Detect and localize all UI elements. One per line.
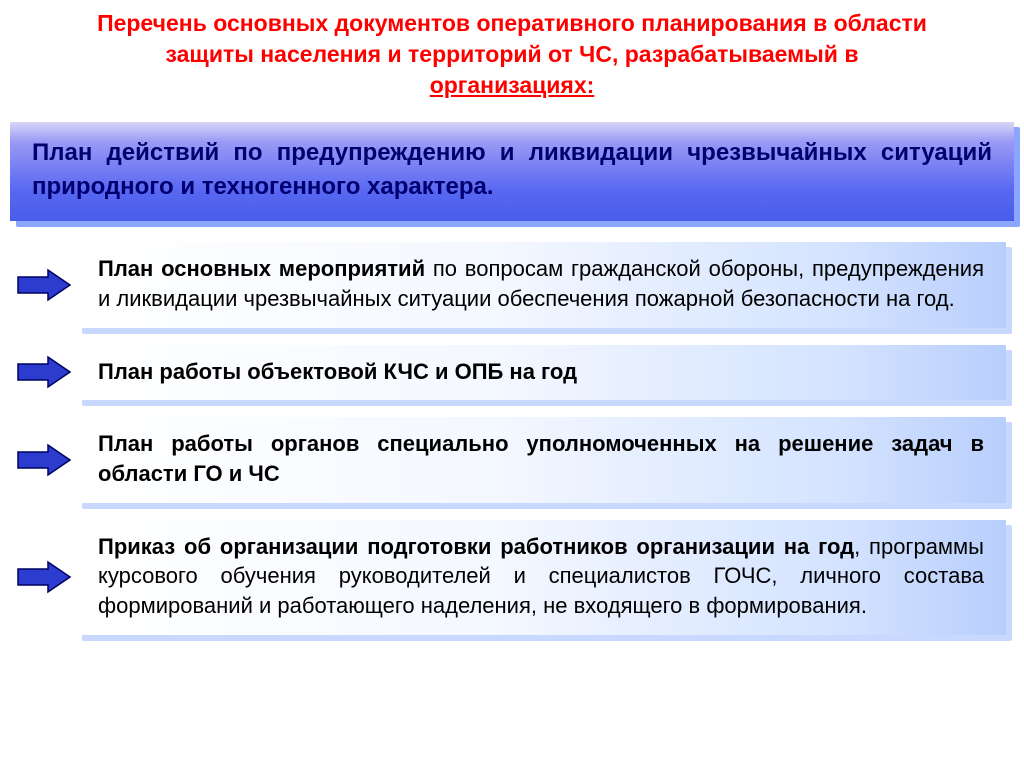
intro-block: План действий по предупреждению и ликвид…: [10, 121, 1014, 221]
arrow-icon: [12, 555, 76, 599]
card: Приказ об организации подготовки работни…: [76, 519, 1006, 635]
card-wrap: План работы органов специально уполномоч…: [76, 416, 1006, 502]
title-line-3: организациях:: [430, 72, 595, 98]
card-wrap: План работы объектовой КЧС и ОПБ на год: [76, 344, 1006, 401]
arrow-icon: [12, 263, 76, 307]
card-list: План основных мероприятий по вопросам гр…: [0, 241, 1024, 635]
title-line-1: Перечень основных документов оперативног…: [97, 10, 927, 36]
card-bold-text: План работы органов специально уполномоч…: [98, 431, 984, 486]
card-row: План основных мероприятий по вопросам гр…: [12, 241, 1006, 327]
card-bold-text: План работы объектовой КЧС и ОПБ на год: [98, 359, 577, 384]
card-row: План работы объектовой КЧС и ОПБ на год: [12, 344, 1006, 401]
card: План работы объектовой КЧС и ОПБ на год: [76, 344, 1006, 401]
card-bold-text: Приказ об организации подготовки работни…: [98, 534, 854, 559]
card-wrap: Приказ об организации подготовки работни…: [76, 519, 1006, 635]
intro-text: План действий по предупреждению и ликвид…: [10, 121, 1014, 221]
arrow-icon: [12, 438, 76, 482]
card-row: Приказ об организации подготовки работни…: [12, 519, 1006, 635]
card: План основных мероприятий по вопросам гр…: [76, 241, 1006, 327]
card-bold-text: План основных мероприятий: [98, 256, 425, 281]
card: План работы органов специально уполномоч…: [76, 416, 1006, 502]
title-line-2: защиты населения и территорий от ЧС, раз…: [166, 41, 859, 67]
card-wrap: План основных мероприятий по вопросам гр…: [76, 241, 1006, 327]
arrow-icon: [12, 350, 76, 394]
card-row: План работы органов специально уполномоч…: [12, 416, 1006, 502]
slide-title: Перечень основных документов оперативног…: [0, 0, 1024, 113]
